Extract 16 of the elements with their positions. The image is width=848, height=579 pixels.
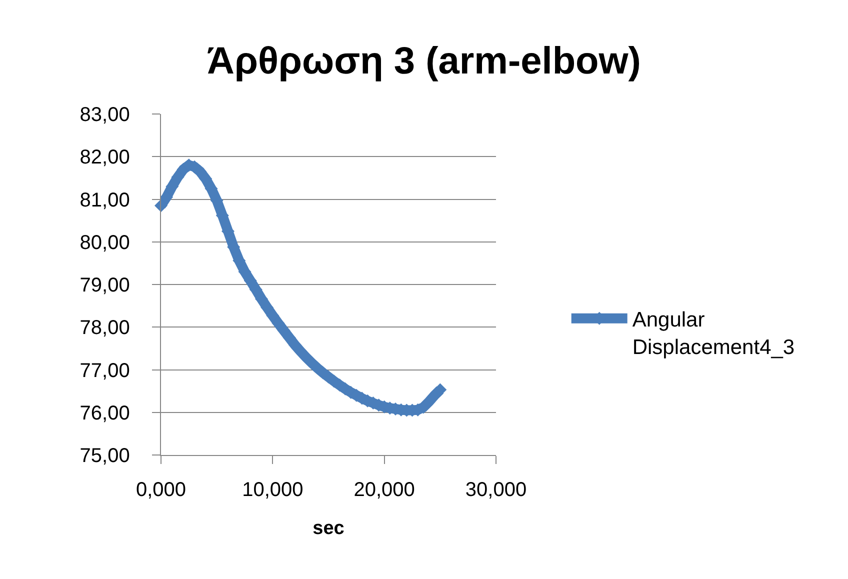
x-tick-label: 20,000 [354, 479, 415, 502]
y-tick-label: 83,00 [80, 104, 130, 126]
y-tick-label: 78,00 [80, 317, 130, 340]
y-tick-label: 79,00 [80, 274, 130, 296]
y-tick-label: 81,00 [80, 189, 130, 212]
x-tick-label: 10,000 [242, 479, 304, 502]
x-tick-label: 0,000 [136, 479, 186, 502]
y-tick-label: 75,00 [80, 445, 130, 467]
x-axis-title: sec [312, 518, 345, 539]
y-tick-label: 82,00 [80, 146, 130, 169]
y-tick-label: 77,00 [80, 360, 130, 382]
legend-label: Angular Displacement4_3 [632, 308, 795, 359]
x-tick-label: 30,000 [465, 479, 527, 502]
chart-title: Άρθρωση 3 (arm-elbow) [207, 40, 641, 82]
y-tick-label: 80,00 [80, 232, 130, 254]
y-tick-label: 76,00 [80, 402, 130, 424]
